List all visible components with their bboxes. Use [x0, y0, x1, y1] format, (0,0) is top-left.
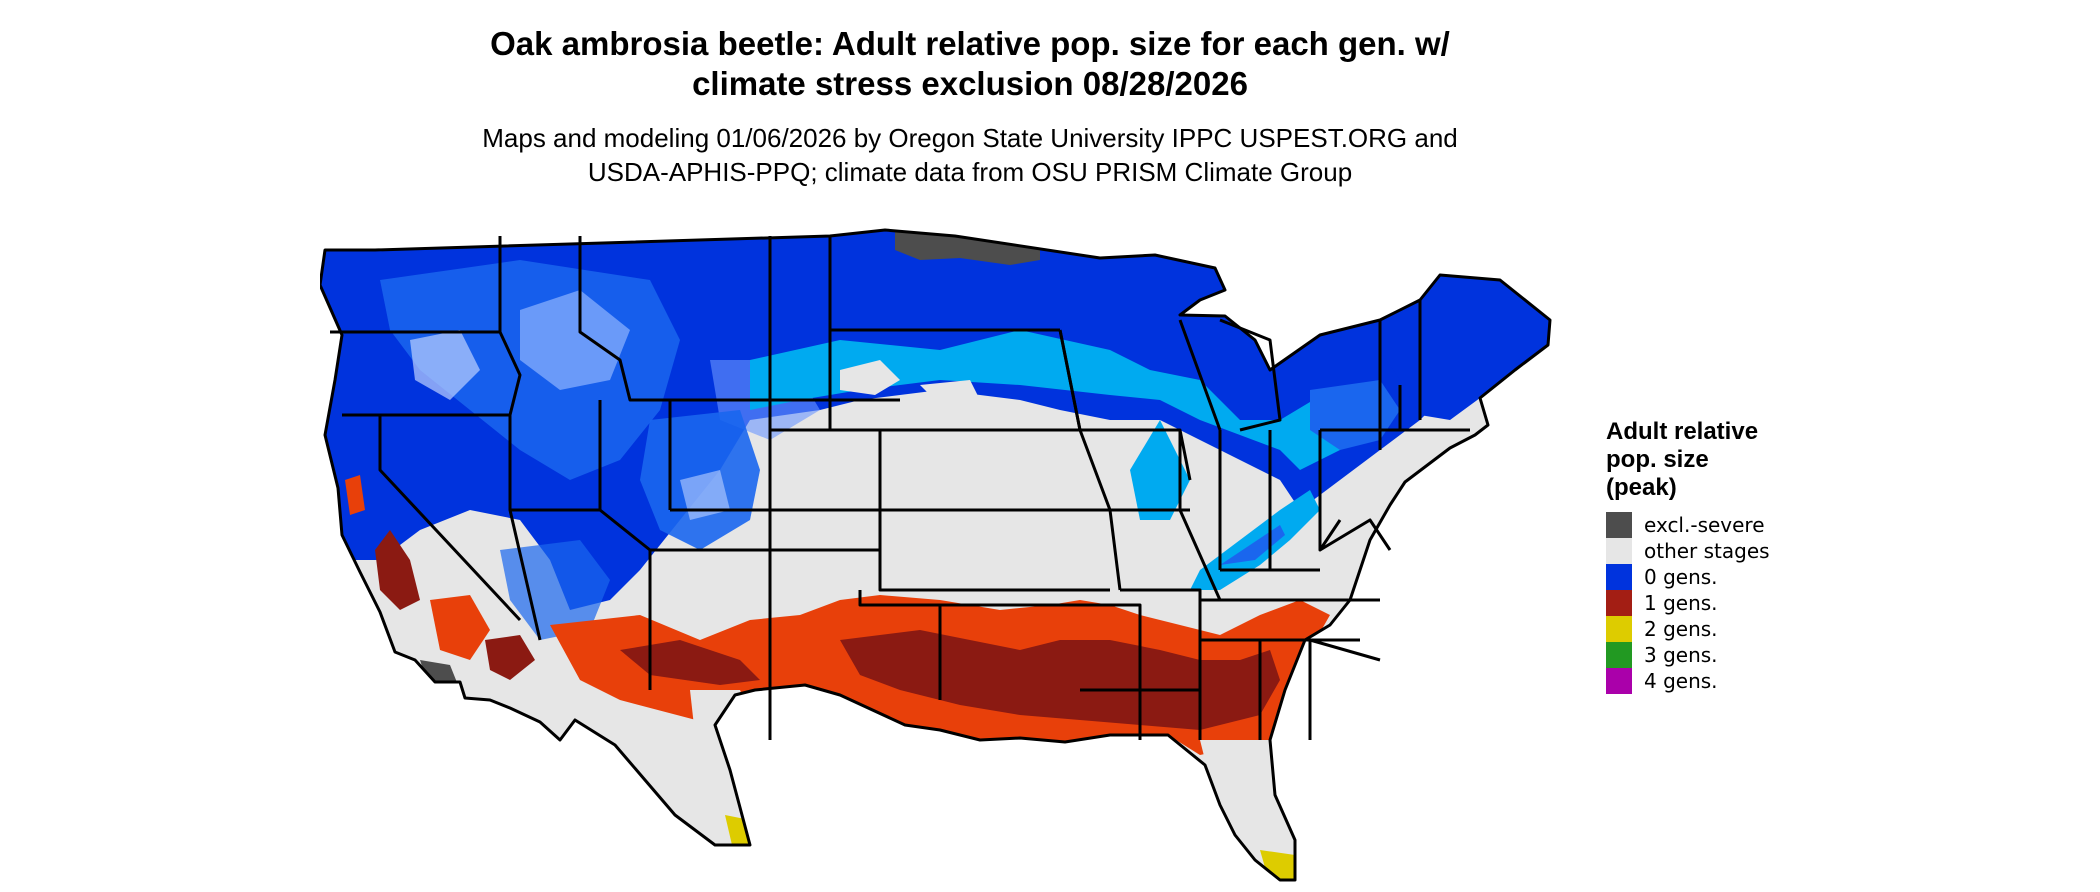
map-legend: Adult relative pop. size (peak) excl.-se… [1606, 418, 1846, 694]
legend-label: 4 gens. [1644, 669, 1718, 693]
map-fill-layer [320, 230, 1550, 880]
us-map [320, 228, 1552, 882]
legend-swatch [1606, 668, 1632, 694]
legend-swatch [1606, 564, 1632, 590]
legend-label: excl.-severe [1644, 513, 1765, 537]
legend-swatch [1606, 590, 1632, 616]
legend-label: 3 gens. [1644, 643, 1718, 667]
legend-item-4-gens: 4 gens. [1606, 668, 1846, 694]
map-title: Oak ambrosia beetle: Adult relative pop.… [330, 24, 1610, 104]
legend-swatch [1606, 538, 1632, 564]
legend-item-excl-severe: excl.-severe [1606, 512, 1846, 538]
legend-label: other stages [1644, 539, 1770, 563]
legend-title-line-1: Adult relative [1606, 418, 1759, 445]
legend-label: 1 gens. [1644, 591, 1718, 615]
legend-title-line-3: (peak) [1606, 474, 1677, 501]
legend-title-line-2: pop. size [1606, 446, 1709, 473]
map-title-line-1: Oak ambrosia beetle: Adult relative pop.… [490, 25, 1450, 62]
map-subtitle-line-1: Maps and modeling 01/06/2026 by Oregon S… [482, 123, 1458, 153]
legend-item-3-gens: 3 gens. [1606, 642, 1846, 668]
legend-item-other-stages: other stages [1606, 538, 1846, 564]
legend-swatch [1606, 642, 1632, 668]
legend-label: 0 gens. [1644, 565, 1718, 589]
map-subtitle-line-2: USDA-APHIS-PPQ; climate data from OSU PR… [587, 157, 1353, 187]
legend-item-0-gens: 0 gens. [1606, 564, 1846, 590]
legend-item-2-gens: 2 gens. [1606, 616, 1846, 642]
legend-items: excl.-severe other stages 0 gens. 1 gens… [1606, 512, 1846, 694]
legend-item-1-gens: 1 gens. [1606, 590, 1846, 616]
map-title-line-2: climate stress exclusion 08/28/2026 [692, 65, 1248, 102]
legend-swatch [1606, 512, 1632, 538]
legend-swatch [1606, 616, 1632, 642]
legend-label: 2 gens. [1644, 617, 1718, 641]
state-borders [320, 228, 1552, 882]
legend-title: Adult relative pop. size (peak) [1606, 418, 1846, 502]
map-subtitle: Maps and modeling 01/06/2026 by Oregon S… [330, 121, 1610, 189]
